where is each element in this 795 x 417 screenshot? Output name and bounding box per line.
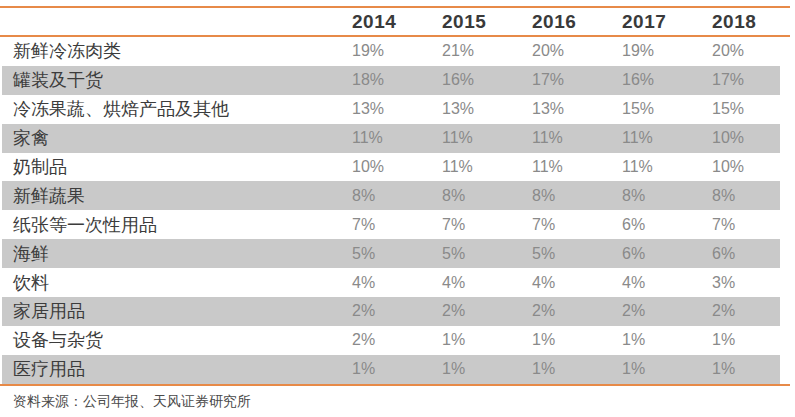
value-cell: 2% [352,331,442,349]
value-cell: 1% [442,360,532,378]
table-row: 新鲜蔬果 8% 8% 8% 8% 8% [2,181,780,210]
value-cell: 1% [712,360,779,378]
row-label: 罐装及干货 [2,68,352,92]
value-cell: 4% [442,274,532,292]
column-header-2016: 2016 [532,11,622,33]
row-label: 纸张等一次性用品 [2,213,352,237]
row-label: 饮料 [2,271,352,295]
value-cell: 8% [442,187,532,205]
value-cell: 11% [532,129,622,147]
value-cell: 4% [622,274,712,292]
value-cell: 10% [712,129,779,147]
data-table: 2014 2015 2016 2017 2018 新鲜冷冻肉类 19% 21% … [2,8,780,384]
value-cell: 1% [532,360,622,378]
value-cell: 16% [442,71,532,89]
row-label: 新鲜冷冻肉类 [2,39,352,63]
value-cell: 13% [442,100,532,118]
value-cell: 19% [622,42,712,60]
row-label: 医疗用品 [2,357,352,381]
value-cell: 20% [712,42,779,60]
table-row: 纸张等一次性用品 7% 7% 7% 6% 7% [2,210,780,239]
value-cell: 11% [532,158,622,176]
value-cell: 16% [622,71,712,89]
value-cell: 15% [622,100,712,118]
value-cell: 17% [712,71,779,89]
value-cell: 8% [352,187,442,205]
value-cell: 2% [442,302,532,320]
value-cell: 1% [442,331,532,349]
table-row: 海鲜 5% 5% 5% 6% 6% [2,239,780,268]
row-label: 家居用品 [2,299,352,323]
value-cell: 8% [622,187,712,205]
value-cell: 8% [532,187,622,205]
value-cell: 5% [442,245,532,263]
value-cell: 19% [352,42,442,60]
value-cell: 11% [622,158,712,176]
value-cell: 18% [352,71,442,89]
value-cell: 4% [532,274,622,292]
value-cell: 11% [622,129,712,147]
value-cell: 5% [352,245,442,263]
table-figure: 2014 2015 2016 2017 2018 新鲜冷冻肉类 19% 21% … [0,0,795,417]
value-cell: 20% [532,42,622,60]
value-cell: 6% [712,245,779,263]
row-label: 奶制品 [2,155,352,179]
value-cell: 10% [712,158,779,176]
value-cell: 1% [352,360,442,378]
value-cell: 7% [352,216,442,234]
value-cell: 5% [532,245,622,263]
table-row: 设备与杂货 2% 1% 1% 1% 1% [2,326,780,355]
table-row: 医疗用品 1% 1% 1% 1% 1% [2,355,780,384]
value-cell: 17% [532,71,622,89]
value-cell: 13% [532,100,622,118]
row-label: 新鲜蔬果 [2,184,352,208]
value-cell: 21% [442,42,532,60]
row-label: 冷冻果蔬、烘焙产品及其他 [2,97,352,121]
column-header-2017: 2017 [622,11,712,33]
table-row: 新鲜冷冻肉类 19% 21% 20% 19% 20% [2,37,780,66]
value-cell: 8% [712,187,779,205]
table-row: 冷冻果蔬、烘焙产品及其他 13% 13% 13% 15% 15% [2,95,780,124]
value-cell: 2% [532,302,622,320]
value-cell: 7% [532,216,622,234]
value-cell: 7% [712,216,779,234]
row-label: 设备与杂货 [2,328,352,352]
value-cell: 6% [622,216,712,234]
table-row: 罐装及干货 18% 16% 17% 16% 17% [2,66,780,95]
table-row: 奶制品 10% 11% 11% 11% 10% [2,153,780,182]
value-cell: 3% [712,274,779,292]
value-cell: 1% [532,331,622,349]
value-cell: 13% [352,100,442,118]
table-row: 家禽 11% 11% 11% 11% 10% [2,124,780,153]
row-label: 海鲜 [2,242,352,266]
column-header-2014: 2014 [352,11,442,33]
table-row: 饮料 4% 4% 4% 4% 3% [2,268,780,297]
value-cell: 1% [622,360,712,378]
value-cell: 4% [352,274,442,292]
column-header-2018: 2018 [712,11,779,33]
value-cell: 2% [622,302,712,320]
source-note: 资料来源：公司年报、天风证券研究所 [13,393,795,411]
row-label: 家禽 [2,126,352,150]
table-header-row: 2014 2015 2016 2017 2018 [2,8,780,35]
table-row: 家居用品 2% 2% 2% 2% 2% [2,297,780,326]
value-cell: 1% [712,331,779,349]
value-cell: 2% [712,302,779,320]
value-cell: 2% [352,302,442,320]
value-cell: 11% [352,129,442,147]
value-cell: 6% [622,245,712,263]
bottom-rule [0,384,790,386]
value-cell: 15% [712,100,779,118]
value-cell: 11% [442,129,532,147]
column-header-2015: 2015 [442,11,532,33]
value-cell: 1% [622,331,712,349]
value-cell: 10% [352,158,442,176]
value-cell: 7% [442,216,532,234]
value-cell: 11% [442,158,532,176]
